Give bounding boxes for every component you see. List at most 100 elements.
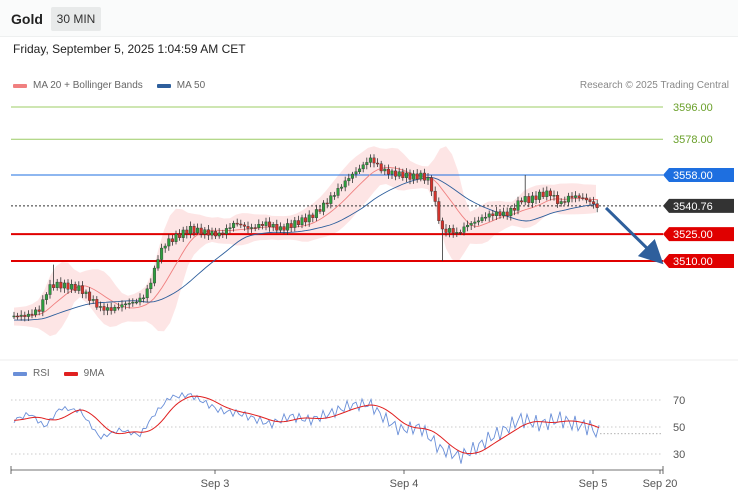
candle-137 [505, 207, 509, 220]
candle-84 [314, 204, 318, 222]
level-labels: 3596.00 3578.00 3558.00 3540.76 3525.00 3510.… [663, 102, 734, 268]
candle-body-129 [476, 220, 480, 223]
candle-44 [170, 234, 174, 246]
candle-69 [260, 221, 264, 230]
candle-body-93 [347, 178, 351, 182]
candle-body-25 [102, 306, 106, 311]
candle-body-17 [73, 284, 77, 291]
candle-body-7 [37, 309, 41, 312]
rsi-line [13, 391, 600, 464]
candle-160 [588, 197, 592, 207]
candle-body-88 [329, 195, 333, 204]
candle-body-106 [394, 170, 398, 177]
top-bar: Gold 30 MIN [0, 0, 738, 37]
candle-body-18 [77, 285, 81, 291]
price-levels [11, 106, 663, 262]
candle-body-3 [23, 314, 27, 317]
candle-46 [178, 229, 182, 241]
candle-body-21 [88, 291, 92, 301]
candle-body-29 [116, 306, 120, 309]
candle-98 [365, 157, 369, 170]
candle-22 [91, 295, 95, 304]
candle-23 [95, 296, 99, 310]
candle-body-112 [415, 173, 419, 180]
legend-label-rsi: RSI [33, 368, 50, 379]
x-tick-label-2: Sep 5 [579, 478, 608, 490]
legend-swatch-ma20 [13, 83, 27, 88]
candle-142 [523, 175, 527, 206]
candle-4 [26, 310, 30, 321]
candle-body-41 [160, 247, 164, 260]
candle-body-124 [458, 232, 462, 234]
candle-151 [556, 191, 560, 208]
candle-50 [192, 223, 196, 237]
candle-38 [149, 278, 153, 294]
candle-35 [138, 293, 142, 306]
candle-body-150 [552, 195, 556, 197]
candle-162 [595, 199, 599, 213]
candle-5 [30, 309, 34, 319]
candle-body-77 [289, 223, 293, 228]
x-tick-label-3: Sep 20 [643, 478, 678, 490]
candle-112 [415, 169, 419, 183]
candle-40 [156, 255, 160, 271]
timeframe-button[interactable]: 30 MIN [51, 7, 101, 31]
candle-17 [73, 281, 77, 293]
candle-134 [494, 206, 498, 220]
candle-body-46 [178, 233, 182, 238]
candle-30 [120, 300, 124, 312]
candle-68 [257, 219, 261, 231]
candle-body-87 [325, 202, 329, 205]
candle-36 [142, 294, 146, 303]
candle-body-66 [250, 227, 254, 229]
candle-65 [246, 221, 250, 234]
candle-body-135 [498, 211, 502, 216]
level-tag-3: 3540.76 [663, 198, 734, 213]
candle-148 [545, 186, 549, 201]
candle-33 [131, 298, 135, 307]
candle-99 [368, 154, 372, 168]
candle-118 [437, 197, 441, 224]
candle-body-36 [142, 297, 146, 300]
candle-body-123 [455, 232, 459, 234]
candle-body-126 [466, 224, 470, 228]
candle-body-151 [556, 195, 560, 204]
candle-body-149 [548, 190, 552, 197]
candle-body-140 [516, 200, 520, 211]
candle-body-84 [314, 209, 318, 218]
candle-66 [250, 223, 254, 233]
candle-34 [134, 298, 138, 305]
level-badge-3 [663, 198, 734, 213]
candle-45 [174, 230, 178, 245]
candle-9 [44, 292, 48, 305]
legend-swatch-ma50 [156, 83, 171, 88]
bollinger-bands [14, 146, 596, 337]
candle-body-79 [296, 220, 300, 226]
candle-133 [491, 210, 495, 221]
ma20-line [14, 167, 599, 317]
candle-120 [444, 224, 448, 237]
candle-body-108 [401, 171, 405, 178]
candle-body-44 [170, 238, 174, 242]
candle-body-65 [246, 226, 250, 229]
candle-74 [278, 222, 282, 234]
candle-body-74 [278, 226, 282, 231]
candle-108 [401, 168, 405, 181]
candle-16 [70, 279, 74, 293]
candle-135 [498, 209, 502, 219]
candle-body-145 [534, 195, 538, 200]
candle-102 [379, 160, 383, 174]
candle-body-121 [448, 228, 452, 233]
candle-body-96 [358, 168, 362, 172]
candle-body-86 [322, 202, 326, 212]
level-label-3: 3540.76 [673, 201, 713, 213]
candle-body-136 [502, 211, 506, 216]
candle-body-90 [336, 188, 340, 196]
candle-body-142 [523, 196, 527, 203]
candle-78 [293, 216, 297, 232]
candle-body-55 [210, 231, 214, 236]
level-badge-2 [663, 168, 734, 183]
candle-71 [268, 217, 272, 232]
candle-body-81 [304, 217, 308, 223]
candle-31 [124, 301, 128, 310]
